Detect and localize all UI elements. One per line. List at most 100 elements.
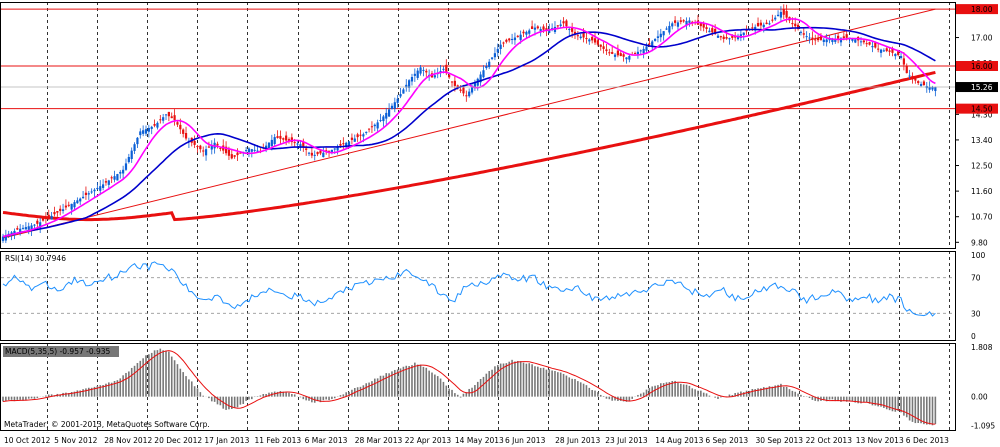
candle-body bbox=[782, 9, 785, 15]
candle-body bbox=[416, 70, 419, 78]
candle-body bbox=[176, 122, 179, 125]
candle-body bbox=[99, 186, 102, 191]
candle-body bbox=[307, 152, 311, 154]
candle-body bbox=[36, 220, 39, 224]
candle-body bbox=[596, 40, 599, 45]
x-tick-label: 28 Nov 2012 bbox=[104, 436, 152, 445]
candle-body bbox=[250, 149, 253, 152]
candle-body bbox=[136, 137, 139, 145]
candle-body bbox=[473, 83, 476, 89]
candle-body bbox=[725, 37, 728, 39]
candle-body bbox=[485, 65, 488, 69]
candle-body bbox=[665, 28, 668, 30]
candle-body bbox=[353, 138, 356, 142]
y-tick-label: 9.80 bbox=[971, 238, 988, 247]
candle-body bbox=[267, 142, 271, 149]
candle-body bbox=[745, 30, 748, 32]
fast-ma-line bbox=[2, 18, 936, 238]
candle-body bbox=[771, 19, 774, 21]
candle-body bbox=[768, 23, 771, 25]
candle-body bbox=[539, 29, 542, 32]
candle-body bbox=[462, 87, 465, 94]
candle-body bbox=[479, 74, 482, 83]
rsi-tick-label: 0 bbox=[971, 332, 976, 341]
y-tick-label: 13.40 bbox=[971, 136, 993, 145]
candle-body bbox=[482, 70, 485, 78]
x-tick-label: 28 Mar 2013 bbox=[355, 436, 403, 445]
candle-body bbox=[50, 215, 53, 220]
candle-body bbox=[799, 31, 803, 33]
candle-body bbox=[207, 146, 211, 148]
candle-body bbox=[934, 87, 937, 92]
level-tag-label: 16.00 bbox=[971, 62, 993, 71]
candle-body bbox=[651, 41, 654, 47]
candle-body bbox=[84, 192, 88, 196]
candle-body bbox=[516, 35, 519, 37]
candle-body bbox=[448, 74, 451, 78]
candle-body bbox=[350, 137, 354, 140]
candle-body bbox=[576, 35, 579, 37]
candle-body bbox=[279, 135, 282, 139]
level-tag bbox=[956, 60, 998, 71]
candle-body bbox=[825, 39, 828, 43]
candle-body bbox=[450, 81, 454, 83]
candle-body bbox=[542, 26, 545, 30]
candle-body bbox=[648, 43, 651, 45]
level-tag-label: 18.00 bbox=[971, 5, 993, 14]
candle-body bbox=[502, 42, 505, 44]
candle-body bbox=[202, 150, 205, 152]
candle-body bbox=[791, 23, 794, 25]
candle-body bbox=[113, 176, 116, 180]
candle-body bbox=[736, 35, 740, 40]
candle-body bbox=[593, 38, 597, 43]
macd-tick-label: 1.808 bbox=[971, 343, 993, 352]
candle-body bbox=[885, 48, 888, 52]
candle-body bbox=[682, 20, 685, 22]
candle-body bbox=[347, 141, 351, 147]
candle-body bbox=[808, 37, 811, 39]
x-tick-label: 10 Oct 2012 bbox=[4, 436, 51, 445]
candle-body bbox=[224, 146, 228, 154]
candle-body bbox=[385, 112, 388, 119]
x-tick-label: 6 Mar 2013 bbox=[305, 436, 348, 445]
candle-body bbox=[119, 171, 122, 174]
candle-body bbox=[685, 20, 688, 26]
candle-body bbox=[330, 149, 333, 153]
rsi-pane bbox=[0, 251, 956, 341]
candle-body bbox=[402, 89, 405, 94]
x-tick-label: 22 Oct 2013 bbox=[806, 436, 853, 445]
candle-body bbox=[253, 149, 256, 151]
y-tick-label: 11.60 bbox=[971, 187, 993, 196]
candle-body bbox=[642, 48, 645, 54]
candle-body bbox=[899, 56, 903, 58]
candle-body bbox=[339, 144, 342, 146]
candle-body bbox=[70, 203, 73, 210]
candle-body bbox=[702, 23, 705, 28]
candle-body bbox=[124, 163, 128, 170]
candle-body bbox=[888, 50, 891, 52]
candle-body bbox=[122, 169, 125, 174]
candle-body bbox=[616, 50, 619, 56]
candle-body bbox=[319, 150, 322, 154]
candle-body bbox=[76, 200, 79, 204]
candle-body bbox=[285, 135, 288, 141]
candle-body bbox=[699, 23, 702, 27]
candle-body bbox=[894, 53, 897, 57]
candle-body bbox=[914, 77, 917, 81]
candle-body bbox=[276, 136, 279, 138]
x-tick-label: 14 Aug 2013 bbox=[655, 436, 703, 445]
candle-body bbox=[508, 38, 511, 41]
x-tick-label: 6 Sep 2013 bbox=[705, 436, 748, 445]
candle-body bbox=[513, 37, 517, 41]
candle-body bbox=[459, 89, 462, 91]
y-tick-label: 17.00 bbox=[971, 34, 993, 43]
candle-body bbox=[548, 29, 551, 33]
candle-body bbox=[742, 32, 745, 35]
x-tick-label: 17 Jan 2013 bbox=[204, 436, 249, 445]
candle-body bbox=[93, 189, 96, 192]
candle-body bbox=[147, 127, 150, 132]
candle-body bbox=[142, 130, 145, 134]
candle-body bbox=[64, 205, 68, 208]
